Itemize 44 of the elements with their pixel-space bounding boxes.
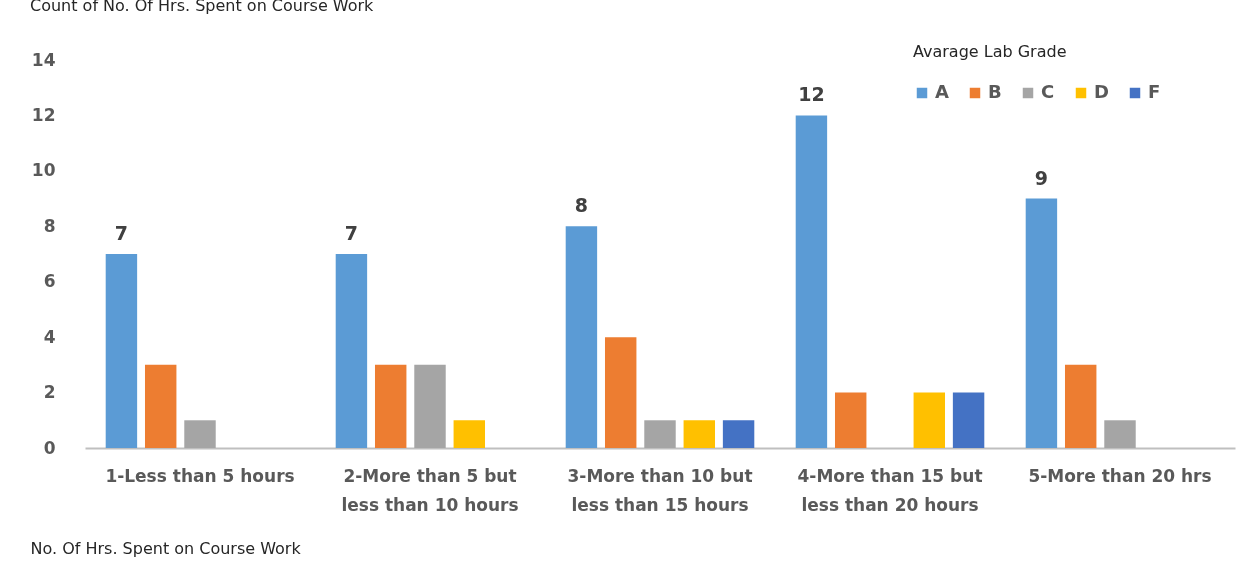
bar — [184, 420, 216, 448]
y-tick-label: 12 — [31, 104, 56, 125]
bar — [565, 226, 598, 448]
data-label: 7 — [114, 222, 129, 244]
y-tick-label: 6 — [43, 271, 56, 292]
bar — [105, 254, 138, 448]
x-tick-label: 5-More than 20 hrs — [1028, 465, 1212, 486]
bar — [374, 364, 407, 448]
bar — [795, 115, 828, 448]
data-label: 8 — [574, 194, 589, 217]
bar — [952, 392, 985, 448]
legend-label: F — [1148, 81, 1161, 102]
x-tick-label: 4-More than 15 but less than 20 hours — [797, 465, 983, 515]
bar — [335, 254, 368, 448]
bar — [913, 392, 946, 448]
bar — [644, 420, 676, 448]
legend-label: C — [1041, 81, 1055, 102]
legend-label: A — [935, 81, 949, 102]
bar — [683, 420, 716, 448]
bar — [1104, 420, 1136, 448]
x-axis-title: No. Of Hrs. Spent on Course Work — [30, 538, 302, 558]
data-label: 12 — [798, 83, 825, 106]
y-tick-label: 2 — [43, 382, 56, 403]
bar — [1064, 364, 1097, 448]
y-tick-label: 0 — [43, 437, 56, 458]
bar — [834, 392, 867, 448]
legend-title: Avarage Lab Grade — [913, 42, 1067, 61]
bar — [1025, 198, 1058, 448]
bar — [414, 364, 446, 448]
legend-label: D — [1094, 81, 1109, 102]
bar — [144, 364, 177, 448]
x-tick-label: 3-More than 10 but less than 15 hours — [567, 465, 753, 515]
legend-label: B — [988, 81, 1002, 102]
y-tick-label: 8 — [43, 215, 56, 236]
data-label: 7 — [344, 222, 359, 244]
y-tick-label: 4 — [43, 326, 56, 347]
y-tick-label: 14 — [31, 49, 56, 70]
x-tick-label: 2-More than 5 but less than 10 hours — [341, 465, 519, 515]
x-tick-label: 1-Less than 5 hours — [105, 465, 295, 486]
data-label: 9 — [1034, 166, 1049, 189]
bar — [722, 420, 755, 448]
bar — [453, 420, 486, 448]
bar — [604, 337, 637, 448]
y-tick-label: 10 — [31, 160, 56, 181]
